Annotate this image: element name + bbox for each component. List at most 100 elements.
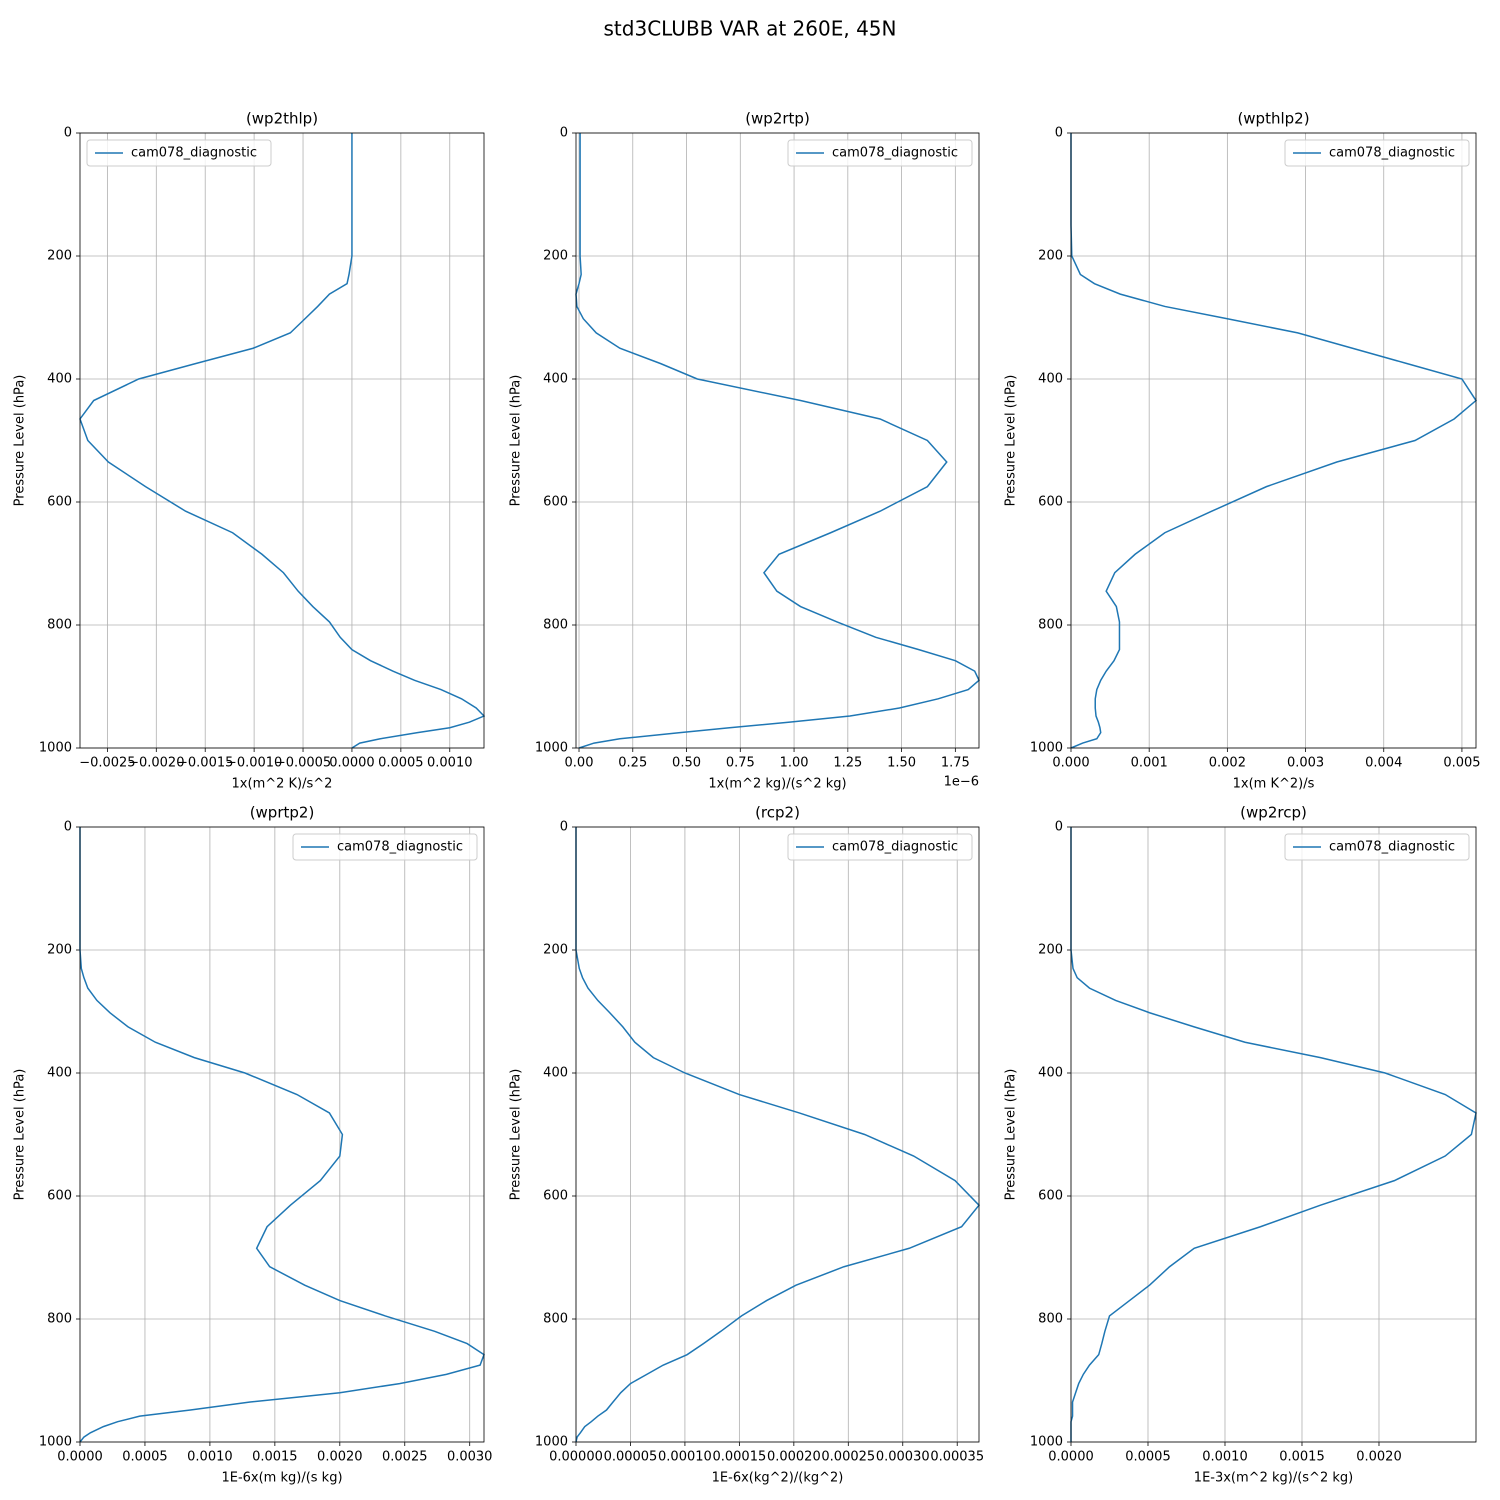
x-tick-label: 0.0030: [447, 1450, 493, 1465]
x-axis-label: 1E-6x(kg^2)/(kg^2): [712, 1471, 844, 1486]
y-tick-label: 200: [1038, 249, 1063, 264]
data-line: [79, 133, 485, 749]
x-tick-label: 0.0000: [57, 1450, 103, 1465]
figure-title: std3CLUBB VAR at 260E, 45N: [604, 17, 897, 41]
x-tick-label: −0.0010: [226, 756, 282, 771]
x-axis-label: 1E-3x(m^2 kg)/(s^2 kg): [1194, 1471, 1353, 1486]
x-tick-label: 0.0015: [1279, 1450, 1325, 1465]
y-tick-label: 1000: [1030, 1435, 1063, 1450]
x-tick-label: 0.0015: [252, 1450, 298, 1465]
data-line: [1070, 133, 1477, 749]
y-tick-label: 0: [64, 820, 72, 835]
y-tick-label: 600: [543, 495, 568, 510]
y-tick-label: 800: [1038, 1312, 1063, 1327]
x-tick-label: 0.00015: [712, 1450, 766, 1465]
y-tick-label: 800: [1038, 618, 1063, 633]
legend-label: cam078_diagnostic: [832, 146, 958, 161]
y-tick-label: 200: [47, 943, 72, 958]
y-tick-label: 800: [543, 618, 568, 633]
x-tick-label: −0.0005: [275, 756, 331, 771]
y-tick-label: 1000: [535, 1435, 568, 1450]
x-tick-label: 0.25: [618, 756, 647, 771]
x-tick-label: 0.0000: [1048, 1450, 1094, 1465]
x-tick-label: 0.0020: [1356, 1450, 1402, 1465]
x-tick-label: −0.0015: [177, 756, 233, 771]
y-tick-label: 1000: [1030, 741, 1063, 756]
x-tick-label: 0.00005: [604, 1450, 658, 1465]
subplot-title: (wp2thlp): [246, 110, 318, 128]
legend-label: cam078_diagnostic: [1329, 840, 1455, 855]
x-axis-label: 1x(m^2 K)/s^2: [232, 777, 333, 792]
x-tick-label: 0.50: [672, 756, 701, 771]
y-tick-label: 600: [47, 1189, 72, 1204]
axes-frame: [79, 132, 485, 749]
y-tick-label: 200: [1038, 943, 1063, 958]
subplot-title: (wp2rtp): [745, 110, 810, 128]
y-tick-label: 1000: [39, 741, 72, 756]
x-tick-label: 1.00: [780, 756, 809, 771]
legend-label: cam078_diagnostic: [832, 840, 958, 855]
y-tick-label: 600: [1038, 1189, 1063, 1204]
x-tick-label: −0.0025: [79, 756, 135, 771]
x-tick-label: 0.0010: [187, 1450, 233, 1465]
x-axis-label: 1x(m K^2)/s: [1233, 777, 1315, 792]
subplot-title: (rcp2): [755, 804, 800, 822]
y-tick-label: 0: [560, 820, 568, 835]
axes-frame: [79, 826, 485, 1443]
y-tick-label: 400: [543, 372, 568, 387]
subplot-title: (wprtp2): [250, 804, 315, 822]
x-tick-label: 0.001: [1131, 756, 1168, 771]
y-tick-label: 0: [1055, 820, 1063, 835]
y-tick-label: 600: [543, 1189, 568, 1204]
x-tick-label: 0.00: [565, 756, 594, 771]
offset-text: 1e−6: [944, 775, 979, 790]
x-tick-label: 0.0020: [317, 1450, 363, 1465]
subplot-title: (wpthlp2): [1237, 110, 1309, 128]
legend-label: cam078_diagnostic: [337, 840, 463, 855]
x-tick-label: 0.0010: [1202, 1450, 1248, 1465]
y-tick-label: 200: [543, 249, 568, 264]
y-tick-label: 800: [47, 618, 72, 633]
x-tick-label: 1.75: [941, 756, 970, 771]
y-tick-label: 0: [64, 126, 72, 141]
y-tick-label: 200: [47, 249, 72, 264]
y-tick-label: 0: [560, 126, 568, 141]
y-axis-label: Pressure Level (hPa): [509, 375, 524, 507]
legend-box: [292, 833, 478, 861]
legend-box: [1284, 833, 1470, 861]
axes-frame: [575, 826, 980, 1443]
y-tick-label: 800: [47, 1312, 72, 1327]
legend-box: [787, 139, 973, 167]
y-tick-label: 400: [47, 1066, 72, 1081]
y-tick-label: 400: [543, 1066, 568, 1081]
legend-label: cam078_diagnostic: [131, 146, 257, 161]
subplot-title: (wp2rcp): [1240, 804, 1307, 822]
x-tick-label: 1.50: [887, 756, 916, 771]
x-tick-label: 0.00010: [658, 1450, 712, 1465]
x-tick-label: 0.005: [1443, 756, 1480, 771]
x-axis-label: 1E-6x(m kg)/(s kg): [221, 1471, 342, 1486]
axes-frame: [1070, 826, 1477, 1443]
y-tick-label: 0: [1055, 126, 1063, 141]
x-tick-label: 0.00025: [821, 1450, 875, 1465]
x-tick-label: 0.00020: [767, 1450, 821, 1465]
x-tick-label: −0.0020: [128, 756, 184, 771]
x-tick-label: 0.0005: [378, 756, 424, 771]
y-tick-label: 1000: [535, 741, 568, 756]
axes-frame: [575, 132, 980, 749]
x-tick-label: 0.002: [1209, 756, 1246, 771]
x-tick-label: 0.00035: [930, 1450, 984, 1465]
data-line: [575, 133, 980, 749]
y-tick-label: 600: [1038, 495, 1063, 510]
data-line: [1070, 827, 1477, 1442]
y-tick-label: 600: [47, 495, 72, 510]
legend-label: cam078_diagnostic: [1329, 146, 1455, 161]
legend-box: [787, 833, 973, 861]
y-tick-label: 400: [1038, 1066, 1063, 1081]
legend-box: [1284, 139, 1470, 167]
x-tick-label: 1.25: [833, 756, 862, 771]
y-tick-label: 400: [47, 372, 72, 387]
y-axis-label: Pressure Level (hPa): [13, 375, 28, 507]
